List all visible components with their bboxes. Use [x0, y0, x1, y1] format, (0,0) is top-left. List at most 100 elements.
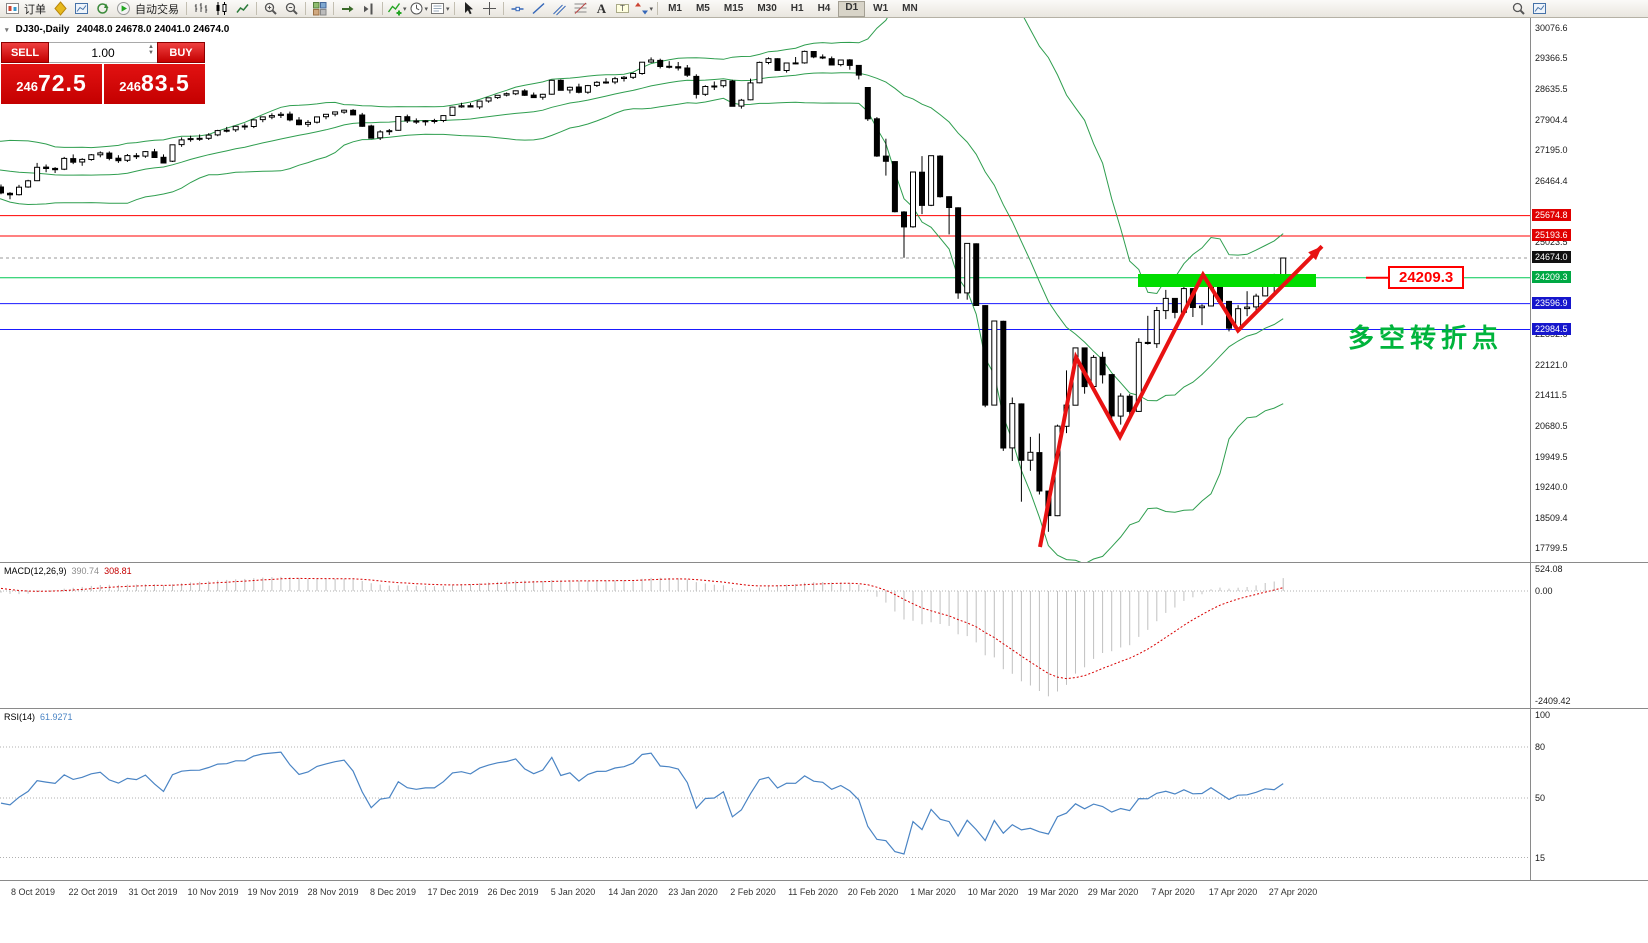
periods-button[interactable]: ▾ [408, 1, 430, 17]
buy-price[interactable]: 246 83.5 [104, 64, 205, 104]
date-label: 23 Jan 2020 [668, 887, 718, 897]
candle [458, 105, 465, 108]
price-tick: 19949.5 [1535, 452, 1568, 463]
stepper-down-icon[interactable]: ▼ [148, 50, 154, 56]
new-order-icon [6, 3, 19, 14]
candle [584, 85, 591, 93]
sell-price[interactable]: 246 72.5 [1, 64, 102, 104]
text-button[interactable]: A [591, 1, 612, 17]
candle [666, 65, 673, 68]
trendline-button[interactable] [528, 1, 549, 17]
toolbar-separator [657, 2, 659, 15]
candle [801, 50, 808, 64]
support-zone-rectangle[interactable] [1138, 274, 1316, 287]
cursor-button[interactable] [458, 1, 479, 17]
candle [1009, 403, 1016, 449]
templates-button[interactable]: ▾ [429, 1, 451, 17]
zoom-in-button[interactable] [260, 1, 281, 17]
date-label: 17 Apr 2020 [1208, 887, 1258, 897]
candle [792, 62, 799, 65]
candle [937, 155, 944, 198]
zoom-out-button[interactable] [281, 1, 302, 17]
macd-chart[interactable] [0, 563, 1530, 709]
rsi-line [0, 751, 1284, 855]
bar-chart-button[interactable] [190, 1, 211, 17]
volume-input[interactable]: 1.00 ▲ ▼ [49, 42, 157, 63]
candle [593, 81, 600, 86]
candle [323, 113, 329, 118]
collapse-one-click-icon[interactable]: ▾ [5, 26, 9, 34]
line-chart-button[interactable] [232, 1, 253, 17]
indicators-button[interactable]: ▾ [386, 1, 408, 17]
timeframe-m5-button[interactable]: M5 [695, 2, 710, 14]
macd-axis[interactable]: 524.08 0.00 -2409.42 [1530, 563, 1648, 708]
auto-scroll-button[interactable] [337, 1, 358, 17]
candle [124, 155, 131, 161]
price-level-badge: 22984.5 [1532, 322, 1571, 335]
price-axis[interactable]: 30076.6 29366.5 28635.5 27904.4 27195.0 26464… [1530, 18, 1648, 562]
market-watch-button[interactable] [50, 1, 71, 17]
date-label: 14 Jan 2020 [608, 887, 658, 897]
time-axis[interactable]: 8 Oct 2019 22 Oct 2019 31 Oct 2019 10 Nov 2… [0, 880, 1648, 943]
arrows-icon [634, 2, 648, 15]
hline-button[interactable] [507, 1, 528, 17]
candle [250, 119, 257, 128]
search-button[interactable] [1508, 1, 1529, 17]
candle [115, 157, 122, 162]
price-tick: 22121.0 [1535, 360, 1568, 371]
rsi-chart[interactable] [0, 709, 1530, 881]
svg-text:A: A [596, 1, 606, 16]
candle [413, 120, 420, 123]
chart-shift-button[interactable] [358, 1, 379, 17]
candle [467, 105, 474, 108]
timeframe-m30-button[interactable]: M30 [757, 2, 777, 14]
timeframe-d1-button[interactable]: D1 [838, 0, 866, 17]
bollinger-middle-band [0, 72, 1284, 402]
candle-chart-button[interactable] [211, 1, 232, 17]
date-label: 28 Nov 2019 [307, 887, 359, 897]
new-order-button-label[interactable]: 订单 [24, 3, 46, 16]
arrows-button[interactable]: ▾ [633, 1, 655, 17]
price-level-badge: 23596.9 [1532, 296, 1571, 309]
tile-windows-button[interactable] [309, 1, 330, 17]
timeframe-h4-button[interactable]: H4 [817, 2, 831, 14]
timeframe-w1-button[interactable]: W1 [873, 2, 889, 14]
candle [702, 86, 709, 95]
refresh-button[interactable] [92, 1, 113, 17]
auto-trading-button[interactable] [113, 1, 134, 17]
label-button[interactable]: T [612, 1, 633, 17]
date-label: 11 Feb 2020 [788, 887, 838, 897]
candlestick-chart[interactable] [0, 18, 1530, 562]
stepper-up-icon[interactable]: ▲ [148, 44, 154, 50]
date-label: 19 Mar 2020 [1027, 887, 1079, 897]
timeframe-m1-button[interactable]: M1 [668, 2, 682, 14]
price-tick: 25023.5 [1535, 237, 1568, 248]
charts-window-button[interactable] [71, 1, 92, 17]
toolbar-separator [305, 2, 306, 15]
timeframe-m15-button[interactable]: M15 [723, 2, 744, 14]
candle [1126, 395, 1133, 412]
candle [25, 180, 32, 188]
auto-trading-button-label[interactable]: 自动交易 [135, 3, 179, 16]
timeframe-h1-button[interactable]: H1 [790, 2, 804, 14]
trend-arrow[interactable] [1038, 244, 1324, 548]
price-tick: 27195.0 [1535, 145, 1568, 156]
indicators-icon [387, 3, 402, 16]
candle [485, 97, 492, 102]
sell-button[interactable]: SELL [1, 42, 49, 63]
candle [34, 166, 41, 182]
timeframe-mn-button[interactable]: MN [902, 2, 918, 14]
volume-stepper[interactable]: ▲ ▼ [148, 44, 154, 56]
turning-point-label: 多空转折点 [1348, 323, 1504, 354]
rsi-axis[interactable]: 100 80 50 15 [1530, 709, 1648, 880]
channel-button[interactable] [549, 1, 570, 17]
rsi-pane: RSI(14) 61.9271 100 80 50 15 [0, 708, 1648, 880]
candle [431, 120, 438, 122]
new-chart-button[interactable] [1529, 1, 1550, 17]
buy-button[interactable]: BUY [157, 42, 205, 63]
price-level-badge: 25674.8 [1532, 208, 1571, 221]
fibonacci-button[interactable] [570, 1, 591, 17]
candle [16, 186, 22, 196]
new-order-button[interactable] [2, 1, 23, 17]
crosshair-button[interactable] [479, 1, 500, 17]
